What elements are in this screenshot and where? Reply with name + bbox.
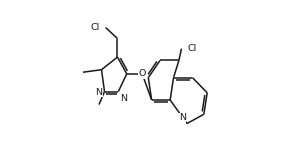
Text: N: N [120,94,127,103]
Text: O: O [139,69,146,78]
Text: N: N [179,113,186,122]
Text: Cl: Cl [91,23,100,32]
Text: Cl: Cl [187,44,197,53]
Text: N: N [95,88,102,97]
